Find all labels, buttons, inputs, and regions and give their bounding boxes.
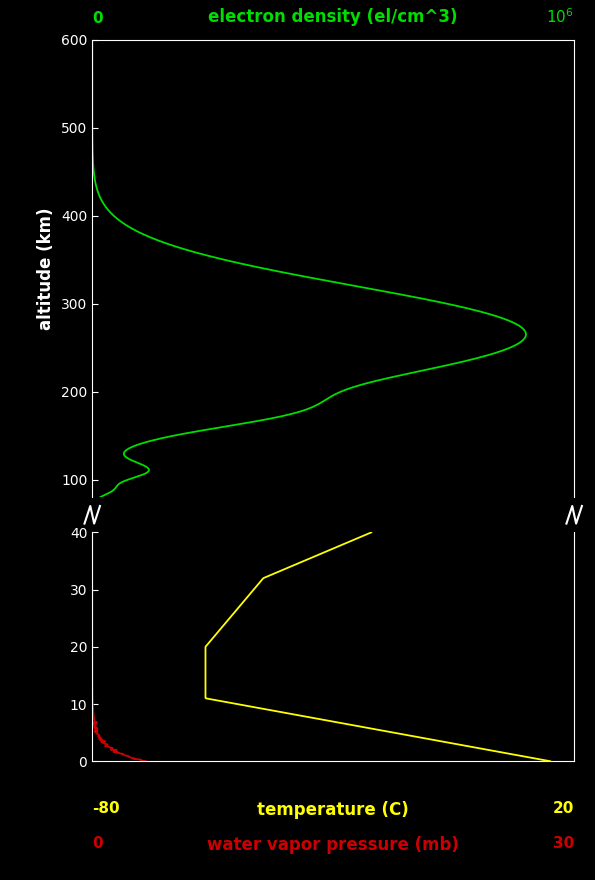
Text: -80: -80: [92, 801, 120, 816]
Text: 30: 30: [553, 836, 574, 851]
Text: 0: 0: [92, 11, 103, 26]
Text: 0: 0: [92, 836, 103, 851]
Text: 20: 20: [553, 801, 574, 816]
Text: $10^6$: $10^6$: [546, 8, 574, 26]
Text: water vapor pressure (mb): water vapor pressure (mb): [207, 836, 459, 854]
Text: temperature (C): temperature (C): [257, 801, 409, 818]
Text: electron density (el/cm^3): electron density (el/cm^3): [208, 9, 458, 26]
Y-axis label: altitude (km): altitude (km): [37, 207, 55, 330]
